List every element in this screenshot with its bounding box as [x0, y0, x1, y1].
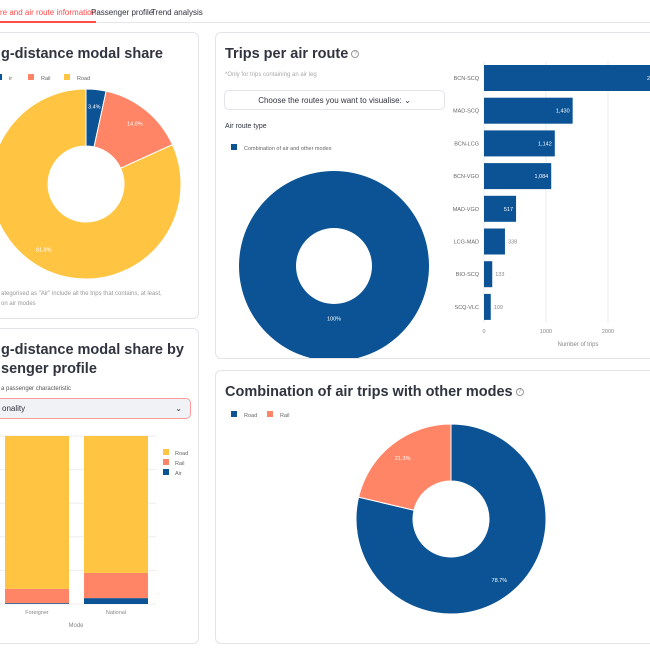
road-bar-segment	[84, 436, 148, 573]
card-title: senger profile	[1, 361, 97, 377]
route-bar	[484, 293, 491, 320]
routes-select-button[interactable]: Choose the routes you want to visualise:…	[224, 90, 445, 110]
note: *Only for trips containing an air leg	[225, 72, 317, 78]
bar-value-label: 109	[494, 305, 503, 311]
combination-card: Combination of air trips with other mode…	[215, 370, 650, 644]
bar-value-label: 1,084	[534, 174, 548, 180]
select-label: a passenger characteristic	[1, 386, 72, 392]
title-text: Trips per air route	[225, 46, 349, 62]
note: on air modes	[1, 301, 36, 307]
combination-donut: Road Rail 78.7% 21.3%	[231, 411, 547, 615]
card-title: g-distance modal share by	[1, 342, 184, 358]
help-icon[interactable]: ?	[515, 388, 524, 397]
x-axis-label: Mode	[68, 623, 84, 629]
road-slice	[0, 88, 182, 280]
legend-label: Road	[244, 413, 257, 419]
legend-label: Rail	[280, 413, 289, 419]
rail-bar-segment	[84, 572, 148, 599]
route-type-label: Air route type	[225, 123, 267, 130]
route-bar	[484, 261, 493, 288]
legend-swatch	[267, 411, 273, 417]
y-tick-label: BCN-SCQ	[454, 76, 480, 82]
tab-bar: re and air route information Passenger p…	[0, 0, 650, 23]
slice-label: 3.4%	[88, 105, 101, 111]
route-bar	[484, 65, 650, 91]
y-tick-label: SCQ-VLC	[455, 305, 479, 311]
x-tick-label: 1000	[540, 329, 552, 335]
road-bar-segment	[5, 436, 69, 589]
road-slice	[355, 423, 547, 615]
x-axis-label: Number of trips	[557, 342, 598, 348]
bar-value-label: 1,142	[538, 141, 552, 147]
slice-label: 78.7%	[492, 578, 508, 584]
bar-value-label: 133	[495, 272, 504, 278]
help-icon[interactable]: ?	[351, 50, 360, 59]
note: ategorised as "Air" include all the trip…	[1, 291, 162, 297]
slice-label: 100%	[327, 316, 341, 322]
route-bar	[484, 130, 555, 157]
y-tick-label: BCN-LCG	[454, 141, 479, 147]
profile-card: g-distance modal share by senger profile…	[0, 328, 199, 644]
route-bar	[484, 163, 552, 190]
x-tick-label: Foreigner	[25, 610, 49, 616]
y-tick-label: MAD-SCQ	[453, 109, 480, 115]
slice-label: 81.8%	[36, 248, 52, 254]
card-title: Trips per air route?	[225, 45, 360, 63]
modal-share-card: g-distance modal share ir Rail Road 3.4% 14.…	[0, 32, 199, 319]
bar-value-label: 517	[504, 207, 513, 213]
legend-swatch	[163, 449, 169, 455]
profile-stacked-bar-chart: Foreigner National Mode Road Rail Air	[0, 435, 188, 629]
air-bar-segment	[5, 603, 69, 604]
chevron-down-icon: ⌄	[175, 404, 182, 413]
card-title: Combination of air trips with other mode…	[225, 383, 524, 401]
legend-swatch	[0, 74, 2, 80]
x-tick-label: 0	[482, 329, 485, 335]
select-label: Choose the routes you want to visualise:	[258, 96, 402, 105]
legend-swatch	[163, 459, 169, 465]
y-tick-label: LCG-MAD	[454, 240, 479, 246]
chevron-down-icon: ⌄	[404, 96, 411, 105]
bar-value-label: 1,430	[556, 109, 570, 115]
bar-value-label: 2,900	[647, 76, 650, 82]
legend-label: ir	[9, 76, 12, 82]
combination-slice	[239, 171, 429, 358]
legend-swatch	[64, 74, 70, 80]
slice-label: 14.8%	[127, 121, 143, 127]
legend-label: Road	[175, 451, 188, 457]
legend-label: Combination of air and other modes	[244, 146, 332, 152]
tab-trend-analysis[interactable]: Trend analysis	[151, 8, 203, 17]
y-tick-label: BCN-VGO	[453, 174, 479, 180]
title-text: Combination of air trips with other mode…	[225, 384, 513, 400]
legend-label: Air	[175, 471, 182, 477]
characteristic-select[interactable]: onality ⌄	[0, 398, 191, 419]
x-tick-label: 2000	[602, 329, 614, 335]
rail-bar-segment	[5, 588, 69, 604]
select-value: onality	[2, 404, 26, 413]
route-bar	[484, 228, 505, 255]
legend-swatch	[231, 144, 237, 150]
card-title: g-distance modal share	[1, 46, 163, 62]
legend-label: Road	[77, 76, 90, 82]
tab-air-route-information[interactable]: re and air route information	[0, 8, 97, 23]
legend-swatch	[28, 74, 34, 80]
tab-passenger-profile[interactable]: Passenger profile	[91, 8, 154, 17]
modal-share-donut: ir Rail Road 3.4% 14.8% 81.8%	[0, 74, 182, 280]
routes-charts: Combination of air and other modes 100% 0 1…	[231, 61, 650, 358]
route-bar	[484, 195, 517, 222]
rail-slice	[357, 423, 452, 511]
x-tick-label: National	[106, 610, 126, 616]
y-tick-label: BIO-SCQ	[456, 272, 480, 278]
slice-label: 21.3%	[395, 456, 411, 462]
legend-label: Rail	[41, 76, 50, 82]
route-bar	[484, 97, 573, 124]
routes-card: Trips per air route? *Only for trips con…	[215, 32, 650, 359]
y-tick-label: MAD-VGO	[453, 207, 480, 213]
legend-label: Rail	[175, 461, 184, 467]
legend-swatch	[231, 411, 237, 417]
bar-value-label: 338	[508, 240, 517, 246]
air-bar-segment	[84, 598, 148, 604]
legend-swatch	[163, 469, 169, 475]
